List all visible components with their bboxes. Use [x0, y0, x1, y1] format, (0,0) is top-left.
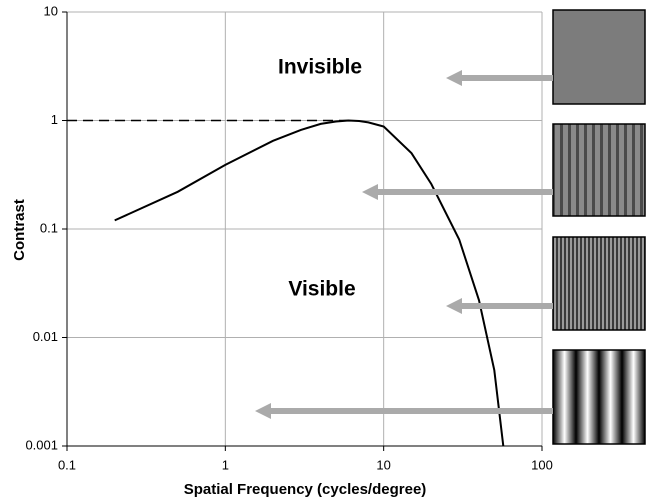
x-tick-label: 100 — [531, 457, 553, 472]
arrow-head — [446, 298, 462, 314]
arrow — [458, 303, 553, 309]
x-tick-label: 1 — [222, 457, 229, 472]
y-tick-label: 10 — [44, 3, 58, 18]
grating — [552, 123, 646, 217]
y-tick-label: 0.01 — [33, 329, 58, 344]
arrow-head — [362, 184, 378, 200]
line — [114, 119, 505, 447]
y-axis-label: Contrast — [11, 199, 28, 261]
arrow — [374, 189, 553, 195]
arrows — [255, 70, 553, 419]
plot-area: 0.1 1 10 100 0.001 0.01 0.1 1 10 — [25, 3, 552, 472]
grating — [552, 9, 646, 105]
grating-images — [552, 9, 646, 445]
y-tick-label: 1 — [51, 112, 58, 127]
arrow — [458, 75, 553, 81]
y-tick-label: 0.1 — [40, 220, 58, 235]
y-tick-label: 0.001 — [25, 437, 58, 452]
annotation: Visible — [288, 278, 355, 301]
arrow-head — [255, 403, 271, 419]
arrow-head — [446, 70, 462, 86]
grating — [552, 236, 646, 331]
arrow — [267, 408, 553, 414]
grating — [552, 349, 646, 445]
x-axis-label: Spatial Frequency (cycles/degree) — [184, 481, 427, 498]
x-tick-label: 0.1 — [58, 457, 76, 472]
annotation: Invisible — [278, 56, 362, 79]
x-tick-label: 10 — [376, 457, 390, 472]
